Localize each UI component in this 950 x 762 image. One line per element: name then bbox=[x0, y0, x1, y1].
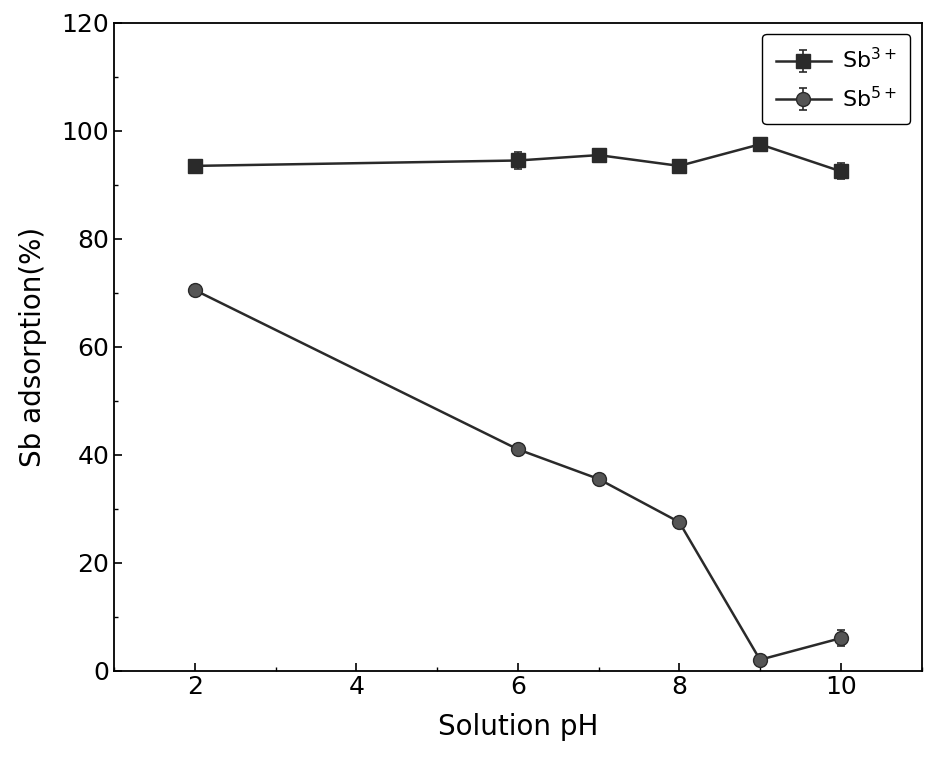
X-axis label: Solution pH: Solution pH bbox=[438, 713, 598, 741]
Y-axis label: Sb adsorption(%): Sb adsorption(%) bbox=[20, 226, 48, 467]
Legend: Sb$^{3+}$, Sb$^{5+}$: Sb$^{3+}$, Sb$^{5+}$ bbox=[762, 34, 910, 124]
